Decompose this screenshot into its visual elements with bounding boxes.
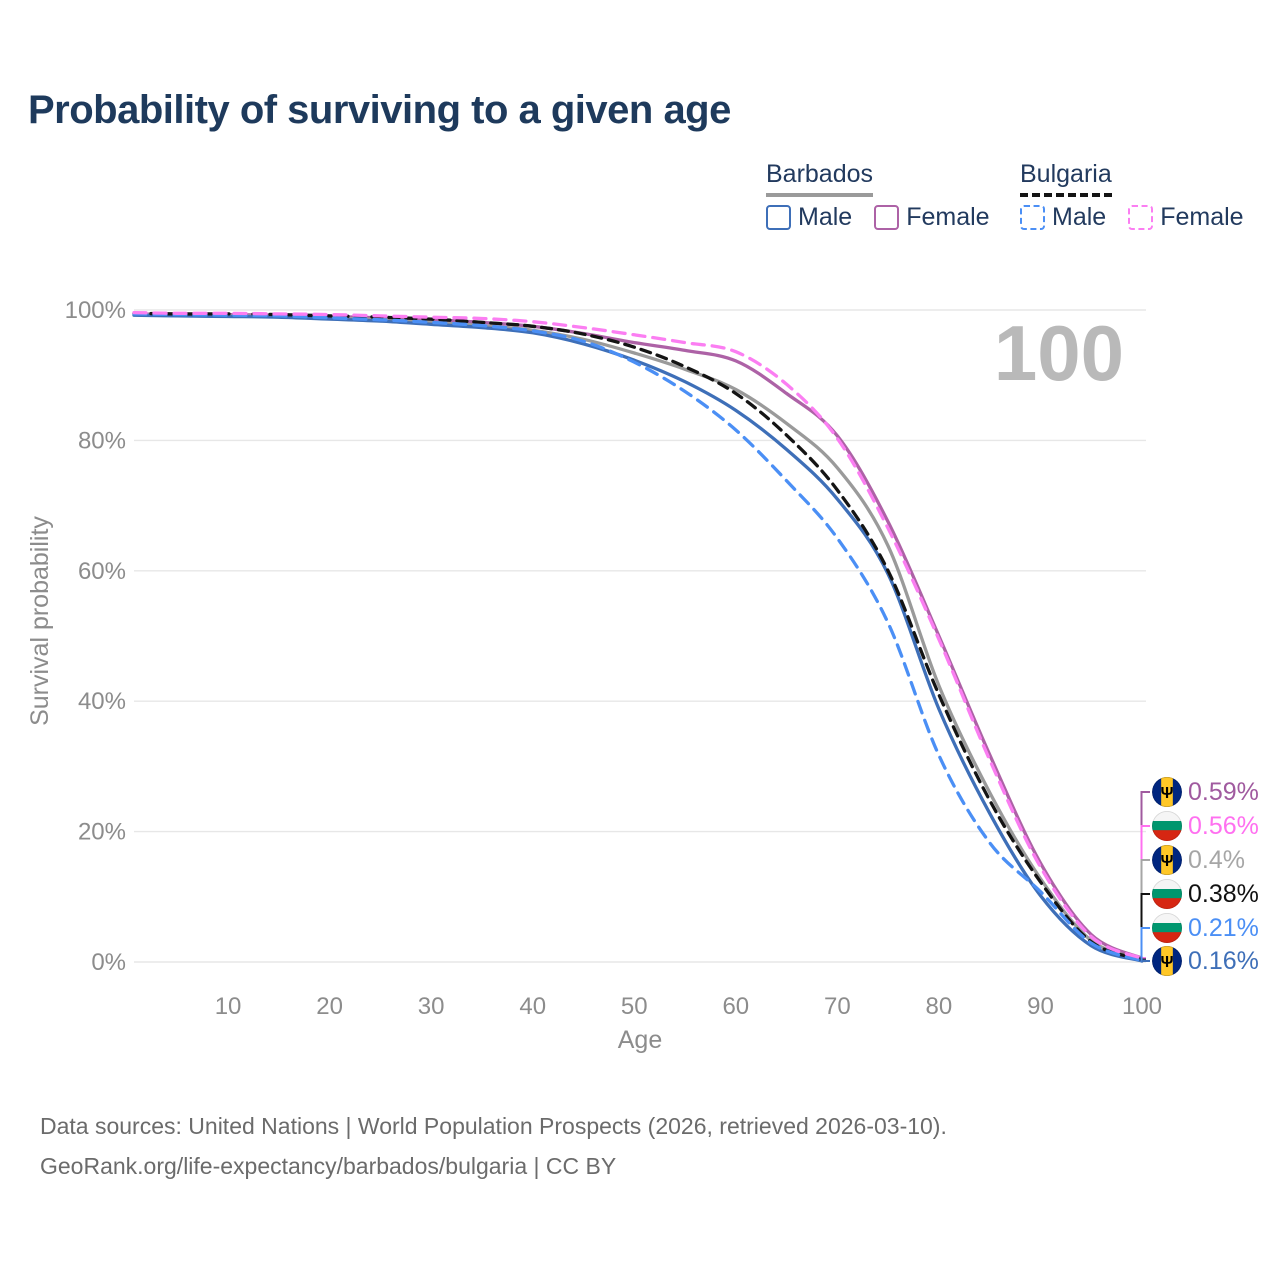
legend-group-barbados: Barbados Male Female [766, 160, 990, 232]
y-tick-label: 100% [65, 297, 126, 324]
barbados-male-checkbox[interactable] [766, 205, 791, 230]
page-title: Probability of surviving to a given age [28, 88, 731, 132]
end-label-row: Ψ 0.16% [1152, 946, 1259, 976]
svg-text:Ψ: Ψ [1161, 853, 1174, 870]
y-tick-label: 20% [78, 819, 126, 846]
x-tick-label: 80 [926, 993, 953, 1020]
legend-label: Female [906, 203, 990, 231]
legend-heading-barbados: Barbados [766, 160, 874, 197]
legend-label: Female [1160, 203, 1244, 231]
y-tick-label: 80% [78, 427, 126, 454]
footer-attribution: GeoRank.org/life-expectancy/barbados/bul… [40, 1153, 617, 1179]
curve-barbados-both [132, 312, 1144, 962]
curve-bulgaria-both [132, 311, 1144, 962]
x-axis-tick-labels: 10 20 30 40 50 60 70 80 90 100 [215, 993, 1162, 1020]
curves [132, 310, 1144, 963]
barbados-female-checkbox[interactable] [874, 205, 900, 230]
legend-heading-bulgaria: Bulgaria [1020, 160, 1112, 197]
legend-label: Male [798, 203, 853, 231]
connector-barbados-female [1140, 791, 1150, 960]
y-axis-title: Survival probability [26, 516, 54, 726]
end-label-row: 0.21% [1152, 913, 1259, 943]
end-label-connectors [1140, 791, 1150, 962]
end-label-row: Ψ 0.4% [1152, 845, 1245, 875]
legend-label: Male [1052, 203, 1107, 231]
legend-item-bulgaria-female[interactable]: Female [1128, 203, 1244, 232]
survival-probability-chart: 0% 20% 40% 60% 80% 100% 10 20 30 40 50 60 70 80 90 100 A… [26, 297, 1162, 1054]
y-axis-tick-labels: 0% 20% 40% 60% 80% 100% [65, 297, 126, 976]
age-watermark: 100 [994, 309, 1124, 397]
y-tick-label: 60% [78, 558, 126, 585]
x-tick-label: 100 [1122, 993, 1162, 1020]
end-label-row: Ψ 0.59% [1152, 777, 1259, 807]
end-label-value: 0.38% [1188, 880, 1259, 908]
curve-barbados-male [132, 313, 1144, 963]
footer-data-sources: Data sources: United Nations | World Pop… [40, 1113, 947, 1139]
x-tick-label: 60 [722, 993, 749, 1020]
end-label-value: 0.59% [1188, 778, 1259, 806]
bulgaria-male-checkbox[interactable] [1020, 205, 1045, 230]
x-tick-label: 70 [824, 993, 851, 1020]
x-tick-label: 10 [215, 993, 242, 1020]
legend-item-barbados-female[interactable]: Female [874, 203, 990, 232]
curve-barbados-female [132, 312, 1144, 960]
curve-bulgaria-male [132, 312, 1144, 963]
curve-bulgaria-female [132, 310, 1144, 960]
connector-bulgaria-female [1140, 825, 1150, 960]
connector-barbados-both [1140, 859, 1150, 961]
x-tick-label: 30 [418, 993, 445, 1020]
end-label-row: 0.38% [1152, 879, 1259, 909]
y-tick-label: 40% [78, 688, 126, 715]
connector-bulgaria-both [1140, 893, 1150, 961]
gridlines [134, 309, 1146, 963]
svg-text:Ψ: Ψ [1161, 785, 1174, 802]
end-label-row: 0.56% [1152, 811, 1259, 841]
legend-item-barbados-male[interactable]: Male [766, 203, 852, 232]
barbados-flag-icon: Ψ [1152, 946, 1182, 976]
svg-text:Ψ: Ψ [1161, 954, 1174, 971]
end-label-value: 0.21% [1188, 914, 1259, 942]
bulgaria-flag-icon [1152, 913, 1182, 943]
bulgaria-flag-icon [1152, 811, 1182, 841]
x-tick-label: 50 [621, 993, 648, 1020]
x-tick-label: 40 [519, 993, 546, 1020]
connector-bulgaria-male [1140, 927, 1150, 962]
end-label-value: 0.16% [1188, 947, 1259, 975]
end-label-value: 0.4% [1188, 846, 1245, 874]
y-tick-label: 0% [91, 949, 126, 976]
bulgaria-flag-icon [1152, 879, 1182, 909]
barbados-flag-icon: Ψ [1152, 845, 1182, 875]
x-tick-label: 20 [316, 993, 343, 1020]
x-tick-label: 90 [1027, 993, 1054, 1020]
bulgaria-female-checkbox[interactable] [1128, 205, 1154, 230]
end-label-value: 0.56% [1188, 812, 1259, 840]
legend-group-bulgaria: Bulgaria Male Female [1020, 160, 1244, 232]
footer: Data sources: United Nations | World Pop… [40, 1106, 947, 1186]
x-axis-title: Age [618, 1026, 662, 1054]
legend-item-bulgaria-male[interactable]: Male [1020, 203, 1106, 232]
barbados-flag-icon: Ψ [1152, 777, 1182, 807]
